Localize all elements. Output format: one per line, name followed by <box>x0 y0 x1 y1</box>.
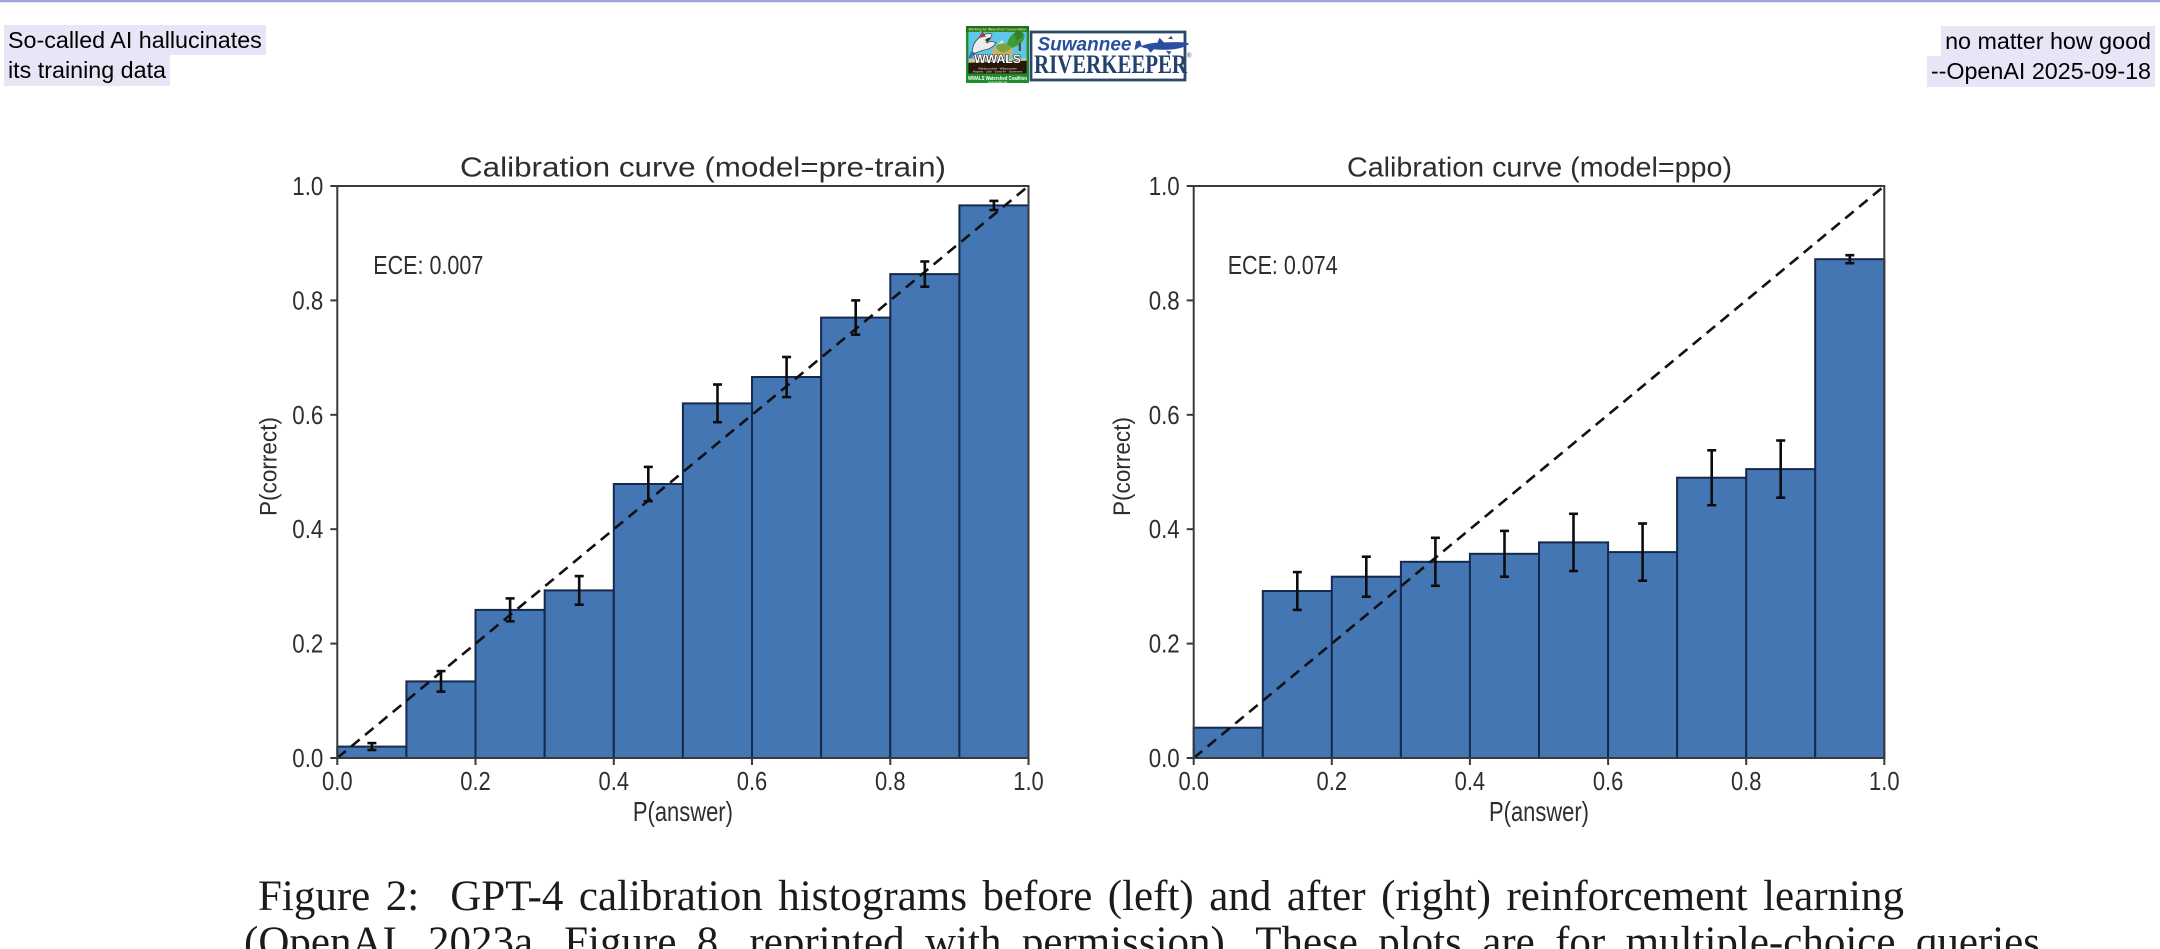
svg-text:0.8: 0.8 <box>292 285 323 315</box>
svg-text:0.0: 0.0 <box>322 766 353 796</box>
svg-text:0.6: 0.6 <box>1149 400 1180 430</box>
svg-text:RIVERKEEPER: RIVERKEEPER <box>1034 49 1188 79</box>
svg-text:P(answer): P(answer) <box>1489 796 1589 827</box>
svg-text:1.0: 1.0 <box>1869 766 1900 796</box>
svg-text:0.8: 0.8 <box>1731 766 1762 796</box>
svg-text:ECE: 0.074: ECE: 0.074 <box>1228 250 1338 280</box>
svg-text:0.4: 0.4 <box>1149 514 1180 544</box>
svg-text:0.2: 0.2 <box>460 766 491 796</box>
svg-text:ECE: 0.007: ECE: 0.007 <box>373 250 483 280</box>
svg-text:Alapaha · Little · Santa Fe ·: Alapaha · Little · Santa Fe · Suwannee <box>973 70 1023 74</box>
svg-text:Suwannee: Suwannee <box>1038 35 1132 56</box>
svg-text:WWALS Watershed Coalition: WWALS Watershed Coalition <box>968 76 1027 82</box>
svg-text:1.0: 1.0 <box>1013 766 1044 796</box>
svg-text:0.6: 0.6 <box>737 766 768 796</box>
svg-text:WWALS: WWALS <box>974 52 1021 66</box>
svg-text:0.6: 0.6 <box>1593 766 1624 796</box>
svg-text:1.0: 1.0 <box>292 171 323 201</box>
svg-text:Working for Watershed Conserva: Working for Watershed Conservation <box>969 28 1027 32</box>
svg-text:0.4: 0.4 <box>1455 766 1486 796</box>
svg-text:0.8: 0.8 <box>875 766 906 796</box>
svg-text:0.8: 0.8 <box>1149 285 1180 315</box>
svg-text:0.0: 0.0 <box>1178 766 1209 796</box>
svg-text:0.0: 0.0 <box>1149 743 1180 773</box>
svg-text:P(correct): P(correct) <box>256 417 283 516</box>
svg-text:0.2: 0.2 <box>292 629 323 659</box>
svg-text:www.wwals.net: www.wwals.net <box>988 80 1008 84</box>
svg-text:Withlacoochee · Willacoochee: Withlacoochee · Willacoochee <box>978 67 1017 71</box>
svg-text:P(correct): P(correct) <box>1109 417 1136 516</box>
svg-text:P(answer): P(answer) <box>633 796 733 827</box>
svg-text:0.0: 0.0 <box>292 743 323 773</box>
svg-text:0.4: 0.4 <box>292 514 323 544</box>
svg-text:0.2: 0.2 <box>1149 629 1180 659</box>
svg-text:1.0: 1.0 <box>1149 171 1180 201</box>
svg-text:0.2: 0.2 <box>1317 766 1348 796</box>
svg-text:0.4: 0.4 <box>599 766 630 796</box>
svg-text:Calibration curve (model=pre-t: Calibration curve (model=pre-train) <box>460 152 946 183</box>
svg-text:®: ® <box>1187 53 1192 60</box>
svg-text:0.6: 0.6 <box>292 400 323 430</box>
svg-text:Calibration curve (model=ppo): Calibration curve (model=ppo) <box>1347 152 1732 183</box>
